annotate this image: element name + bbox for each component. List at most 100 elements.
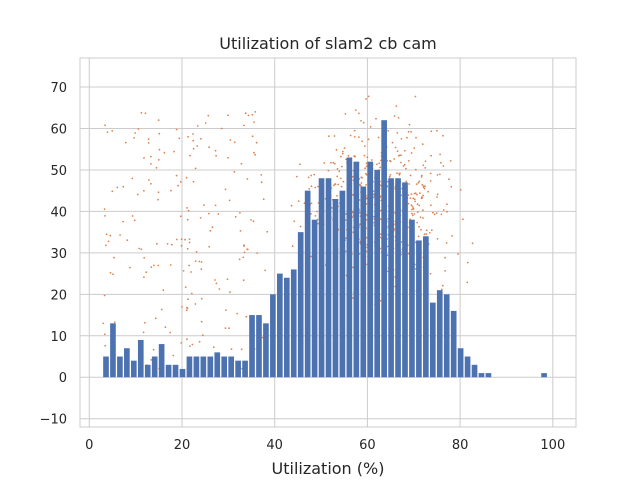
x-tick-labels: 0 20 40 60 80 100 bbox=[85, 438, 565, 453]
scatter-point bbox=[398, 172, 401, 175]
scatter-point bbox=[157, 198, 159, 201]
histogram-bar bbox=[318, 178, 325, 378]
scatter-point bbox=[186, 218, 189, 221]
scatter-point bbox=[169, 331, 172, 334]
scatter-point bbox=[367, 138, 370, 141]
scatter-point bbox=[336, 175, 339, 178]
scatter-point bbox=[229, 139, 232, 141]
scatter-point bbox=[129, 266, 131, 269]
histogram-bar bbox=[263, 323, 269, 378]
scatter-point bbox=[179, 181, 182, 183]
scatter-point bbox=[164, 326, 167, 329]
scatter-point bbox=[424, 160, 427, 163]
scatter-point bbox=[316, 210, 318, 213]
scatter-point bbox=[204, 122, 207, 124]
scatter-point bbox=[413, 198, 416, 201]
scatter-point bbox=[450, 185, 453, 188]
scatter-point bbox=[405, 167, 407, 170]
histogram-bar bbox=[325, 178, 332, 378]
scatter-point bbox=[430, 229, 433, 232]
scatter-point bbox=[407, 130, 410, 133]
scatter-point bbox=[403, 163, 406, 166]
scatter-point bbox=[239, 212, 241, 214]
scatter-point bbox=[441, 284, 444, 287]
histogram-bar bbox=[485, 373, 492, 378]
scatter-point bbox=[436, 238, 439, 240]
scatter-point bbox=[429, 180, 432, 182]
scatter-point bbox=[323, 162, 326, 164]
scatter-point bbox=[264, 269, 266, 272]
scatter-point bbox=[397, 117, 400, 119]
scatter-point bbox=[433, 213, 436, 216]
scatter-point bbox=[449, 160, 452, 162]
scatter-point bbox=[337, 183, 340, 186]
scatter-point bbox=[290, 204, 293, 207]
scatter-point bbox=[194, 260, 197, 262]
scatter-point bbox=[156, 242, 158, 245]
scatter-point bbox=[242, 279, 245, 282]
scatter-point bbox=[308, 188, 311, 190]
scatter-point bbox=[200, 320, 203, 323]
scatter-point bbox=[436, 174, 439, 176]
scatter-point bbox=[143, 157, 145, 159]
scatter-point bbox=[187, 298, 189, 301]
histogram-bar bbox=[151, 356, 158, 378]
histogram-bar bbox=[436, 290, 443, 378]
scatter-point bbox=[238, 258, 241, 261]
scatter-point bbox=[414, 268, 417, 270]
scatter-point bbox=[429, 272, 432, 275]
scatter-point bbox=[255, 141, 258, 144]
scatter-point bbox=[358, 112, 360, 115]
scatter-point bbox=[253, 121, 255, 123]
scatter-point bbox=[227, 156, 230, 159]
scatter-point bbox=[418, 180, 421, 183]
histogram-bar bbox=[242, 360, 248, 378]
y-tick-label: 60 bbox=[50, 122, 67, 137]
scatter-point bbox=[415, 183, 418, 186]
scatter-point bbox=[170, 243, 173, 246]
scatter-point bbox=[239, 230, 242, 232]
scatter-point bbox=[189, 154, 191, 157]
scatter-point bbox=[191, 343, 194, 346]
scatter-point bbox=[366, 156, 369, 159]
scatter-point bbox=[192, 147, 195, 150]
scatter-point bbox=[377, 136, 380, 139]
scatter-point bbox=[310, 255, 312, 258]
scatter-point bbox=[225, 309, 227, 311]
scatter-point bbox=[328, 135, 330, 138]
scatter-point bbox=[207, 114, 210, 117]
scatter-point bbox=[343, 147, 346, 150]
scatter-point bbox=[187, 135, 190, 138]
scatter-point bbox=[111, 130, 114, 132]
scatter-point bbox=[201, 334, 204, 337]
scatter-point bbox=[367, 95, 370, 98]
scatter-point bbox=[147, 142, 150, 144]
scatter-point bbox=[133, 219, 136, 222]
scatter-point bbox=[188, 238, 191, 241]
scatter-point bbox=[220, 127, 223, 130]
scatter-point bbox=[150, 182, 152, 185]
histogram-bar bbox=[277, 273, 283, 378]
scatter-point bbox=[245, 315, 248, 318]
y-tick-label: −10 bbox=[40, 413, 67, 428]
scatter-point bbox=[186, 307, 189, 310]
scatter-point bbox=[196, 125, 199, 127]
scatter-point bbox=[422, 186, 425, 189]
scatter-point bbox=[233, 141, 236, 144]
scatter-point bbox=[208, 146, 211, 149]
scatter-point bbox=[332, 161, 335, 164]
scatter-point bbox=[104, 124, 106, 127]
scatter-point bbox=[291, 245, 294, 248]
scatter-point bbox=[234, 215, 237, 218]
scatter-point bbox=[200, 268, 203, 271]
scatter-point bbox=[345, 213, 347, 215]
scatter-point bbox=[105, 233, 108, 236]
scatter-point bbox=[104, 215, 106, 217]
scatter-point bbox=[103, 208, 106, 211]
x-tick-label: 100 bbox=[540, 438, 565, 453]
histogram-bar bbox=[214, 352, 221, 378]
scatter-point bbox=[250, 219, 252, 221]
histogram-bar bbox=[402, 182, 408, 378]
scatter-point bbox=[412, 197, 415, 200]
scatter-point bbox=[402, 165, 405, 167]
